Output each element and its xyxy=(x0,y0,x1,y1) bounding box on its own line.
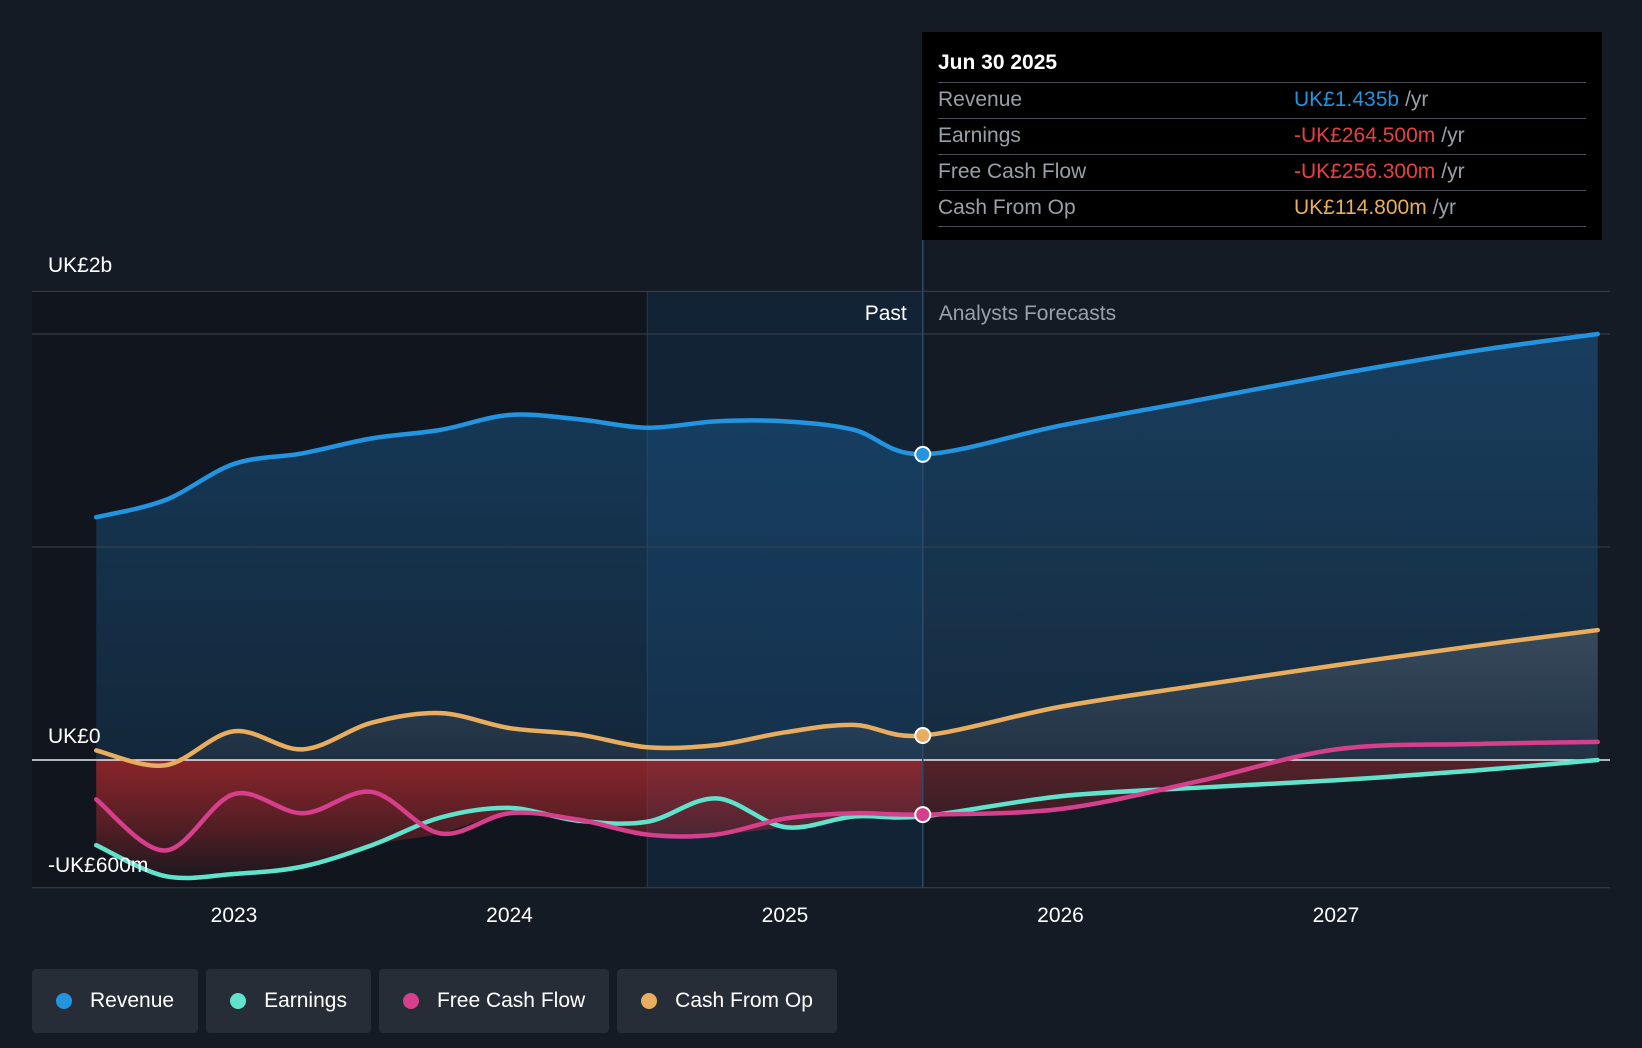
past-label: Past xyxy=(865,302,907,325)
legend-label: Cash From Op xyxy=(675,989,813,1012)
cfo-point xyxy=(914,727,932,745)
tooltip-row-revenue: Revenue UK£1.435b /yr xyxy=(938,83,1586,119)
tooltip-row-fcf: Free Cash Flow -UK£256.300m /yr xyxy=(938,155,1586,191)
tooltip-unit: /yr xyxy=(1441,124,1465,147)
legend-label: Free Cash Flow xyxy=(436,989,586,1012)
tooltip-unit: /yr xyxy=(1432,196,1457,219)
legend-dot-icon xyxy=(230,993,247,1009)
tooltip-row-earnings: Earnings -UK£264.500m /yr xyxy=(938,119,1586,155)
legend-dot-icon xyxy=(56,993,72,1009)
tooltip-unit: /yr xyxy=(1441,160,1465,183)
y-axis-tick-label: UK£0 xyxy=(48,725,101,748)
tooltip-label: Earnings xyxy=(938,124,1021,147)
tooltip-label: Free Cash Flow xyxy=(938,160,1087,183)
tooltip-value: UK£114.800m xyxy=(1294,196,1427,219)
legend-item-fcf[interactable]: Free Cash Flow xyxy=(378,969,610,1033)
tooltip-value: UK£1.435b xyxy=(1294,88,1400,111)
revenue-point xyxy=(914,445,932,463)
cfo-line xyxy=(94,627,1600,768)
legend: Revenue Earnings Free Cash Flow Cash Fro… xyxy=(32,969,837,1033)
y-axis-tick-label: -UK£600m xyxy=(48,854,148,877)
fcf-point xyxy=(914,806,932,824)
legend-label: Revenue xyxy=(90,989,175,1012)
x-axis-tick-label: 2025 xyxy=(762,904,809,927)
cash-from-op-area xyxy=(96,630,1598,766)
x-axis-tick-label: 2027 xyxy=(1313,904,1360,927)
tooltip-label: Cash From Op xyxy=(938,196,1076,219)
tooltip: Jun 30 2025 Revenue UK£1.435b /yr Earnin… xyxy=(922,32,1602,240)
x-axis-tick-label: 2023 xyxy=(211,904,258,927)
legend-dot-icon xyxy=(641,993,658,1009)
legend-dot-icon xyxy=(402,993,419,1009)
tooltip-label: Revenue xyxy=(938,88,1023,111)
tooltip-value: -UK£264.500m xyxy=(1294,124,1436,147)
revenue-line xyxy=(94,331,1600,520)
x-axis-tick-label: 2024 xyxy=(486,904,533,927)
legend-item-earnings[interactable]: Earnings xyxy=(206,969,371,1033)
tooltip-row-cfo: Cash From Op UK£114.800m /yr xyxy=(938,191,1586,227)
legend-item-cfo[interactable]: Cash From Op xyxy=(617,969,837,1033)
negative-area-past xyxy=(96,760,923,879)
x-axis-tick-label: 2026 xyxy=(1037,904,1084,927)
legend-item-revenue[interactable]: Revenue xyxy=(32,969,199,1033)
legend-label: Earnings xyxy=(264,989,347,1012)
y-axis-tick-label: UK£2b xyxy=(48,254,112,277)
tooltip-date: Jun 30 2025 xyxy=(938,46,1586,83)
forecast-label: Analysts Forecasts xyxy=(939,302,1116,325)
fcf-line xyxy=(94,739,1600,853)
earnings-line xyxy=(94,757,1600,881)
tooltip-value: -UK£256.300m xyxy=(1294,160,1436,183)
tooltip-unit: /yr xyxy=(1405,88,1429,111)
